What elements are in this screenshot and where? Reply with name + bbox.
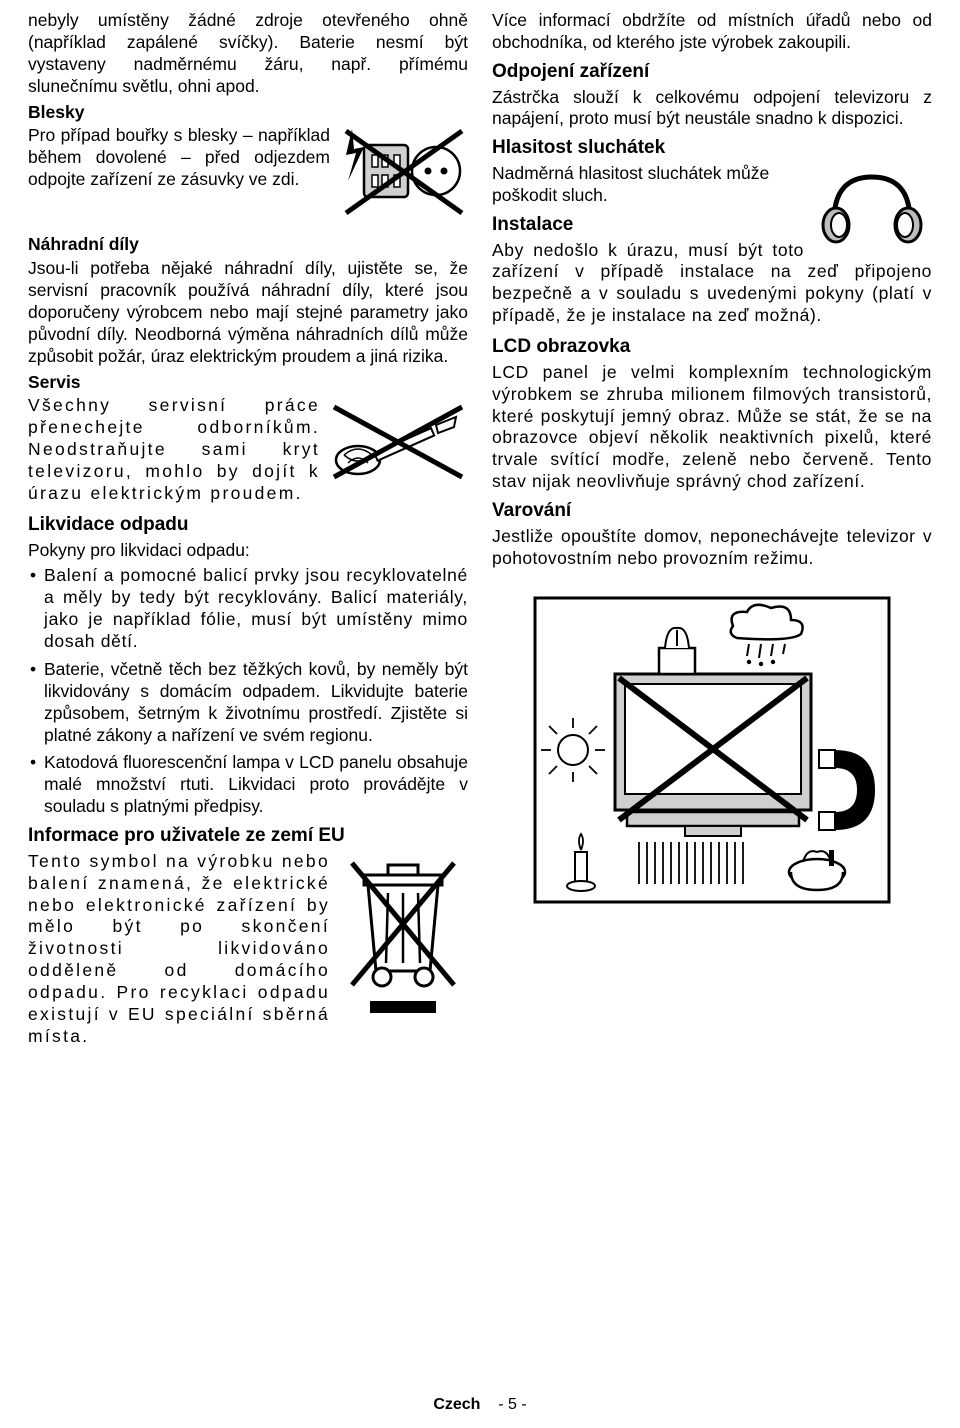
tv-hazard-figure <box>492 590 932 916</box>
two-column-layout: nebyly umístěny žádné zdroje otevřeného … <box>28 10 932 1050</box>
right-intro: Více informací obdržíte od místních úřad… <box>492 10 932 54</box>
heading-odpojeni: Odpojení zařízení <box>492 60 932 84</box>
heading-likvidace: Likvidace odpadu <box>28 513 468 537</box>
lcd-paragraph: LCD panel je velmi komplexním technologi… <box>492 362 932 493</box>
weee-bin-icon <box>338 851 468 1027</box>
heading-blesky: Blesky <box>28 102 468 124</box>
list-item: Baterie, včetně těch bez těžkých kovů, b… <box>28 659 468 747</box>
heading-eu-info: Informace pro uživatele ze zemí EU <box>28 824 468 848</box>
lightning-socket-icon <box>338 125 468 226</box>
disposal-bullet-list: Balení a pomocné balicí prvky jsou recyk… <box>28 565 468 818</box>
screwdriver-icon <box>328 395 468 496</box>
heading-hlasitost: Hlasitost sluchátek <box>492 136 932 160</box>
footer-language: Czech <box>433 1396 480 1413</box>
page-footer: Czech - 5 - <box>0 1396 960 1414</box>
footer-page-number: - 5 - <box>498 1396 526 1413</box>
list-item: Balení a pomocné balicí prvky jsou recyk… <box>28 565 468 653</box>
odpojeni-paragraph: Zástrčka slouží k celkovému odpojení tel… <box>492 87 932 131</box>
varovani-paragraph: Jestliže opouštíte domov, neponechávejte… <box>492 526 932 570</box>
heading-lcd: LCD obrazovka <box>492 335 932 359</box>
likvidace-intro: Pokyny pro likvidaci odpadu: <box>28 540 468 562</box>
nahradni-paragraph: Jsou-li potřeba nějaké náhradní díly, uj… <box>28 258 468 367</box>
intro-paragraph: nebyly umístěny žádné zdroje otevřeného … <box>28 10 468 98</box>
heading-servis: Servis <box>28 372 468 394</box>
right-column: Více informací obdržíte od místních úřad… <box>492 10 932 1050</box>
list-item: Katodová fluorescenční lampa v LCD panel… <box>28 752 468 818</box>
heading-nahradni: Náhradní díly <box>28 234 468 256</box>
headphones-icon <box>812 163 932 257</box>
left-column: nebyly umístěny žádné zdroje otevřeného … <box>28 10 468 1050</box>
heading-varovani: Varování <box>492 499 932 523</box>
